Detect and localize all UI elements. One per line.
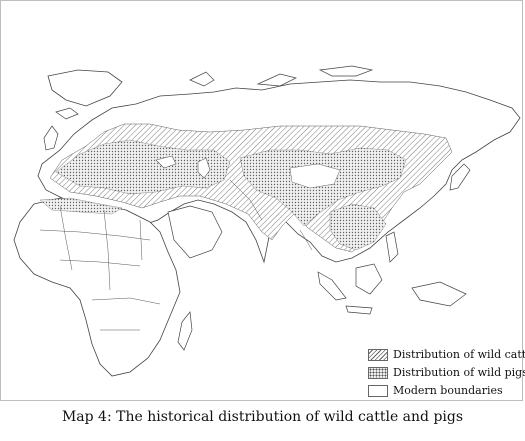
greenland — [47, 69, 123, 107]
map-caption: Map 4: The historical distribution of wi… — [61, 409, 464, 425]
wild-pigs-range-southeast — [329, 203, 387, 251]
stipple-swatch-icon — [368, 366, 388, 379]
iceland — [55, 107, 79, 120]
philippines — [385, 231, 399, 263]
map-canvas — [13, 65, 521, 377]
novaya-zemlya — [256, 73, 298, 87]
interior-desert — [289, 163, 341, 189]
madagascar — [177, 311, 193, 351]
arabia — [167, 205, 223, 259]
legend-item-boundaries: Modern boundaries — [368, 382, 518, 399]
new-guinea — [411, 281, 467, 307]
sumatra — [317, 271, 347, 301]
map-frame — [0, 0, 523, 401]
java — [345, 305, 373, 315]
legend-label-wild-pigs: Distribution of wild pigs — [393, 366, 525, 379]
black-sea — [155, 155, 177, 169]
japan — [449, 163, 471, 191]
borneo — [355, 263, 383, 295]
british-isles — [43, 125, 59, 151]
hatch-swatch-icon — [368, 348, 388, 361]
map-legend: Distribution of wild cattle Distribution… — [368, 346, 525, 400]
caspian-sea — [197, 157, 211, 179]
legend-label-wild-cattle: Distribution of wild cattle — [393, 348, 525, 361]
legend-item-wild-pigs: Distribution of wild pigs — [368, 364, 525, 381]
legend-item-wild-cattle: Distribution of wild cattle — [368, 346, 525, 363]
legend-label-boundaries: Modern boundaries — [393, 384, 503, 397]
wild-pigs-range-west — [55, 139, 231, 195]
outline-swatch-icon — [368, 384, 388, 397]
svalbard — [189, 71, 215, 87]
arctic-islands-east — [318, 65, 374, 77]
wild-pigs-range-central — [239, 147, 407, 227]
africa-landmass — [13, 197, 181, 377]
modern-boundaries — [39, 179, 313, 331]
